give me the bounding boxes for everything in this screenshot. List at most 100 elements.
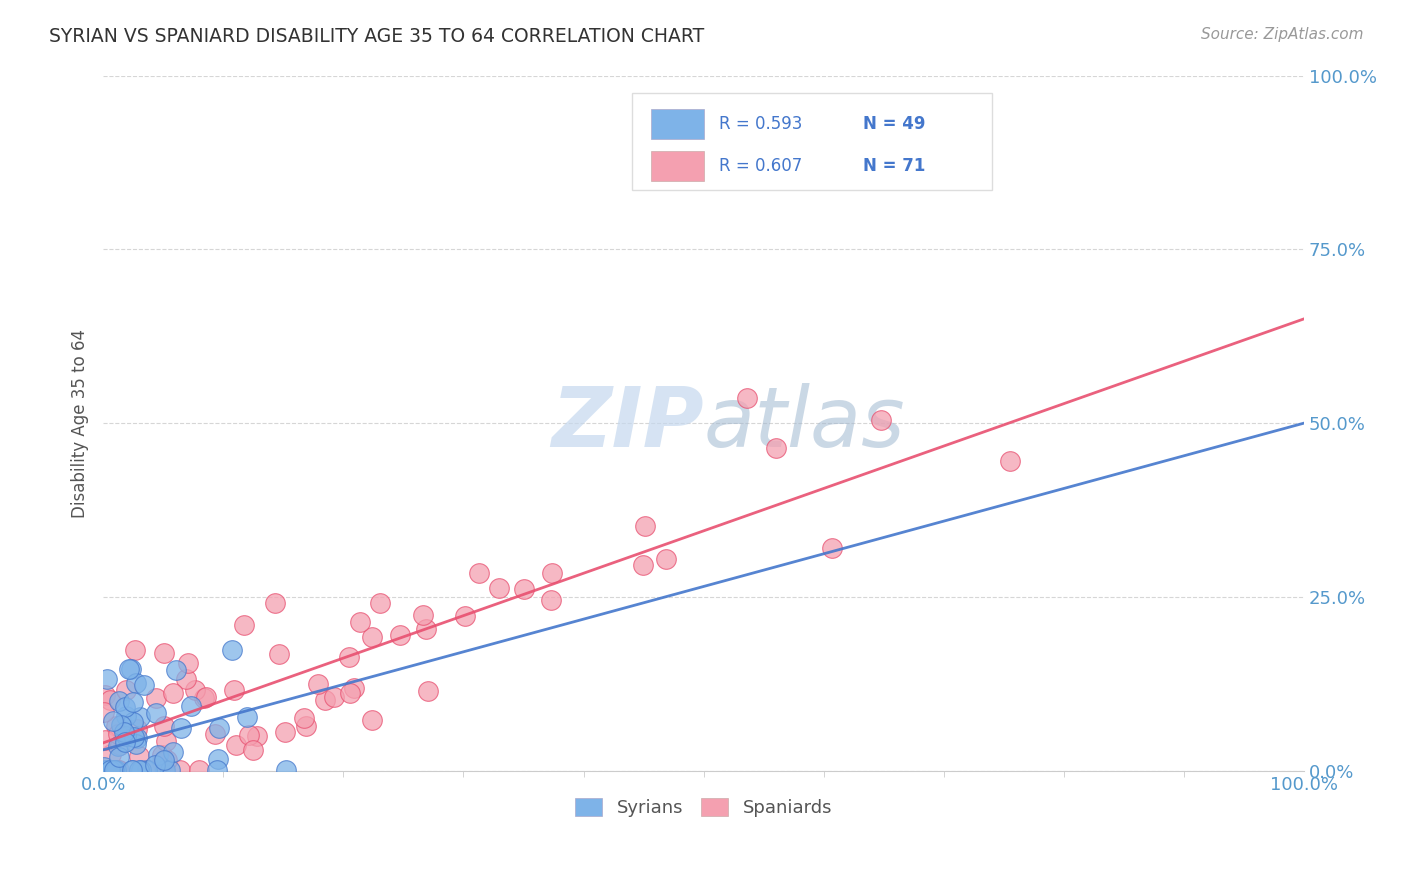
Point — [631, 558, 654, 572]
Point — [821, 541, 844, 555]
Point — [152, 646, 174, 660]
Point — [104, 763, 127, 777]
Point — [121, 763, 143, 777]
Point — [193, 691, 215, 706]
Point — [207, 752, 229, 766]
Point — [145, 691, 167, 706]
Point — [180, 699, 202, 714]
Point — [114, 729, 136, 743]
Point — [204, 727, 226, 741]
Point — [225, 739, 247, 753]
Point — [112, 724, 135, 739]
Point — [540, 593, 562, 607]
Point — [488, 581, 510, 595]
Point — [388, 628, 411, 642]
Point — [93, 705, 115, 719]
FancyBboxPatch shape — [651, 109, 703, 139]
Text: ZIP: ZIP — [551, 383, 703, 464]
Point — [129, 710, 152, 724]
Point — [153, 763, 176, 777]
Point — [169, 763, 191, 777]
Point — [222, 682, 245, 697]
Point — [138, 763, 160, 777]
Point — [655, 552, 678, 566]
Point — [765, 441, 787, 455]
Point — [292, 711, 315, 725]
Point — [118, 662, 141, 676]
Point — [159, 763, 181, 777]
Point — [998, 453, 1021, 467]
Point — [368, 597, 391, 611]
Point — [156, 753, 179, 767]
Point — [170, 721, 193, 735]
Text: N = 49: N = 49 — [863, 115, 925, 133]
Point — [93, 760, 115, 774]
Point — [314, 693, 336, 707]
Point — [120, 662, 142, 676]
Point — [124, 676, 146, 690]
Point — [150, 755, 173, 769]
Point — [221, 643, 243, 657]
Point — [128, 749, 150, 764]
Y-axis label: Disability Age 35 to 64: Disability Age 35 to 64 — [72, 328, 89, 517]
Point — [125, 722, 148, 736]
Text: Source: ZipAtlas.com: Source: ZipAtlas.com — [1201, 27, 1364, 42]
Point — [150, 748, 173, 763]
Point — [195, 690, 218, 704]
Point — [295, 719, 318, 733]
Point — [114, 682, 136, 697]
Point — [274, 724, 297, 739]
Point — [162, 745, 184, 759]
Point — [110, 718, 132, 732]
Point — [454, 609, 477, 624]
Point — [267, 647, 290, 661]
Point — [131, 763, 153, 777]
Point — [162, 686, 184, 700]
Point — [176, 672, 198, 686]
Point — [869, 413, 891, 427]
Point — [101, 714, 124, 728]
Point — [108, 763, 131, 777]
Point — [264, 596, 287, 610]
Point — [205, 763, 228, 777]
Point — [98, 693, 121, 707]
Point — [96, 672, 118, 686]
Point — [107, 739, 129, 753]
Point — [105, 719, 128, 733]
Point — [339, 685, 361, 699]
Point — [276, 763, 298, 777]
Point — [114, 735, 136, 749]
Point — [121, 763, 143, 777]
Point — [184, 683, 207, 698]
Point — [323, 690, 346, 704]
Point — [136, 763, 159, 777]
Point — [107, 750, 129, 764]
Point — [634, 519, 657, 533]
Point — [145, 706, 167, 721]
Point — [155, 734, 177, 748]
Point — [415, 622, 437, 636]
Point — [107, 727, 129, 741]
Point — [412, 608, 434, 623]
Point — [153, 753, 176, 767]
Point — [349, 615, 371, 629]
Point — [100, 747, 122, 761]
Point — [125, 737, 148, 751]
Text: R = 0.607: R = 0.607 — [720, 157, 803, 175]
Point — [107, 763, 129, 777]
Point — [94, 733, 117, 747]
Point — [238, 728, 260, 742]
Point — [735, 391, 758, 405]
Point — [337, 650, 360, 665]
Point — [103, 763, 125, 777]
Text: N = 71: N = 71 — [863, 157, 925, 175]
FancyBboxPatch shape — [651, 151, 703, 181]
Point — [104, 763, 127, 777]
Point — [512, 582, 534, 596]
Point — [361, 630, 384, 644]
Point — [146, 748, 169, 763]
Point — [246, 729, 269, 743]
Point — [122, 714, 145, 729]
Legend: Syrians, Spaniards: Syrians, Spaniards — [568, 790, 839, 824]
Text: SYRIAN VS SPANIARD DISABILITY AGE 35 TO 64 CORRELATION CHART: SYRIAN VS SPANIARD DISABILITY AGE 35 TO … — [49, 27, 704, 45]
